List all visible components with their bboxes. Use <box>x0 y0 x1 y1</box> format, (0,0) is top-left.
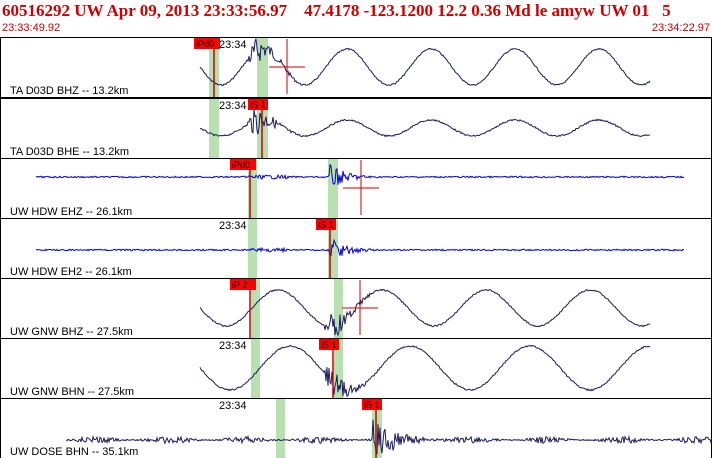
waveform-trace[interactable] <box>199 109 651 138</box>
pick-label: iPd0 <box>196 39 214 49</box>
pick-flag[interactable] <box>248 99 268 110</box>
waveform-trace[interactable] <box>199 344 651 398</box>
phase-window <box>328 219 338 278</box>
phase-window <box>372 399 382 458</box>
waveform-trace[interactable] <box>35 238 685 257</box>
time-tick-label: 23:34 <box>219 340 247 352</box>
pick-label: iS 1 <box>250 100 266 110</box>
channel-label: UW GNW BHZ -- 27.5km <box>10 326 133 338</box>
time-tick-label: 23:34 <box>219 220 247 232</box>
phase-window <box>334 339 343 398</box>
waveform-trace[interactable] <box>65 419 712 455</box>
pick-flag[interactable] <box>362 399 382 410</box>
phase-window <box>334 279 343 338</box>
pick-label: iPd0 <box>232 160 250 170</box>
pick-label: iS 1 <box>318 220 334 230</box>
pick-label: iP 2 <box>232 280 247 290</box>
channel-panel[interactable]: iS 1 23:34 UW GNW BHN -- 27.5km <box>0 338 712 399</box>
time-tick-label: 23:34 <box>219 100 247 112</box>
channel-label: UW HDW EHZ -- 26.1km <box>10 206 132 218</box>
channel-label: UW DOSE BHN -- 35.1km <box>10 446 138 458</box>
start-time: 23:33:49.92 <box>2 22 61 34</box>
channel-panel[interactable]: iPd0 23:34 TA D03D BHZ -- 13.2km <box>0 37 712 98</box>
phase-window <box>209 99 219 158</box>
channel-label: TA D03D BHZ -- 13.2km <box>10 85 128 97</box>
channel-panel[interactable]: iP 2 UW GNW BHZ -- 27.5km <box>0 278 712 339</box>
pick-flag[interactable] <box>319 339 339 350</box>
phase-window <box>251 279 260 338</box>
phase-window <box>257 38 268 97</box>
waveform-trace[interactable] <box>199 38 651 87</box>
pick-flag[interactable] <box>316 219 336 230</box>
channel-panel[interactable]: iS 1 23:34 UW HDW EH2 -- 26.1km <box>0 218 712 279</box>
pick-flag[interactable] <box>194 38 220 49</box>
pick-flag[interactable] <box>230 159 256 170</box>
waveform-trace[interactable] <box>35 163 685 185</box>
channel-label: UW GNW BHN -- 27.5km <box>10 386 134 398</box>
pick-label: iS 1 <box>321 340 337 350</box>
channel-panel[interactable]: iS 1 23:34 UW DOSE BHN -- 35.1km <box>0 398 712 458</box>
channel-panel[interactable]: iPd0 UW HDW EHZ -- 26.1km <box>0 158 712 219</box>
phase-window <box>276 399 285 458</box>
phase-window <box>328 159 338 218</box>
time-tick-label: 23:34 <box>219 400 247 412</box>
channel-label: UW HDW EH2 -- 26.1km <box>10 266 132 278</box>
pick-flag[interactable] <box>230 279 256 290</box>
channel-label: TA D03D BHE -- 13.2km <box>10 146 129 158</box>
end-time: 23:34:22.97 <box>651 22 710 34</box>
waveform-trace[interactable] <box>199 288 651 337</box>
phase-window <box>248 159 257 218</box>
pick-label: iS 1 <box>364 400 380 410</box>
event-header: 60516292 UW Apr 09, 2013 23:33:56.97 47.… <box>2 1 671 20</box>
time-tick-label: 23:34 <box>219 39 247 51</box>
channel-panel[interactable]: iS 123:34 TA D03D BHE -- 13.2km <box>0 98 712 159</box>
phase-window <box>251 339 260 398</box>
